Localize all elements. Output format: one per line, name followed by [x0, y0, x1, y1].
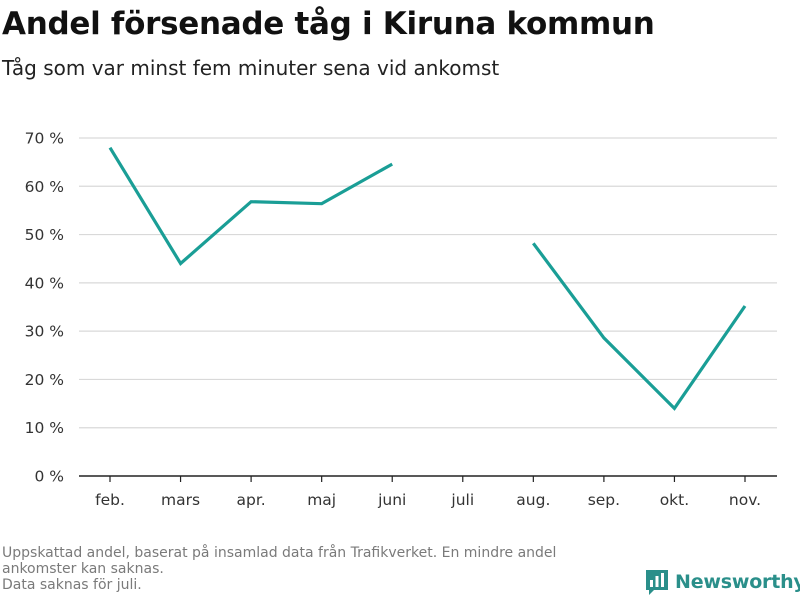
- x-tick-label: juli: [450, 491, 474, 509]
- y-tick-label: 40 %: [25, 274, 64, 292]
- x-tick-label: maj: [307, 491, 336, 509]
- footnote-line: ankomster kan saknas.: [2, 561, 164, 577]
- x-tick-label: apr.: [237, 491, 266, 509]
- x-axis-ticks: feb. mars apr. maj juni juli aug. sep. okt. nov.: [95, 476, 761, 509]
- y-tick-label: 20 %: [25, 371, 64, 389]
- y-tick-label: 70 %: [25, 130, 64, 148]
- x-tick-label: sep.: [588, 491, 620, 509]
- y-tick-label: 0 %: [34, 468, 64, 486]
- x-tick-label: nov.: [729, 491, 761, 509]
- series-lines: [108, 146, 747, 411]
- y-tick-label: 50 %: [25, 226, 64, 244]
- x-tick-label: feb.: [95, 491, 125, 509]
- y-tick-label: 30 %: [25, 323, 64, 341]
- chart-subtitle: Tåg som var minst fem minuter sena vid a…: [2, 56, 500, 80]
- brand-logo: Newsworthy: [645, 568, 800, 596]
- series-line: [532, 242, 747, 411]
- x-tick-label: juni: [377, 491, 406, 509]
- footnote: Uppskattad andel, baserat på insamlad da…: [2, 545, 642, 593]
- y-tick-label: 10 %: [25, 419, 64, 437]
- chart-title: Andel försenade tåg i Kiruna kommun: [2, 6, 655, 42]
- series-line: [108, 146, 393, 266]
- x-tick-label: mars: [161, 491, 200, 509]
- footnote-line: Uppskattad andel, baserat på insamlad da…: [2, 545, 557, 561]
- bar-chart-logo-icon: [646, 570, 668, 595]
- footnote-line: Data saknas för juli.: [2, 577, 142, 593]
- y-axis-ticks: 0 % 10 % 20 % 30 % 40 % 50 % 60 % 70 %: [25, 130, 64, 486]
- x-tick-label: okt.: [660, 491, 689, 509]
- y-tick-label: 60 %: [25, 178, 64, 196]
- x-tick-label: aug.: [516, 491, 550, 509]
- brand-name: Newsworthy: [675, 571, 800, 593]
- gridlines: [79, 137, 777, 477]
